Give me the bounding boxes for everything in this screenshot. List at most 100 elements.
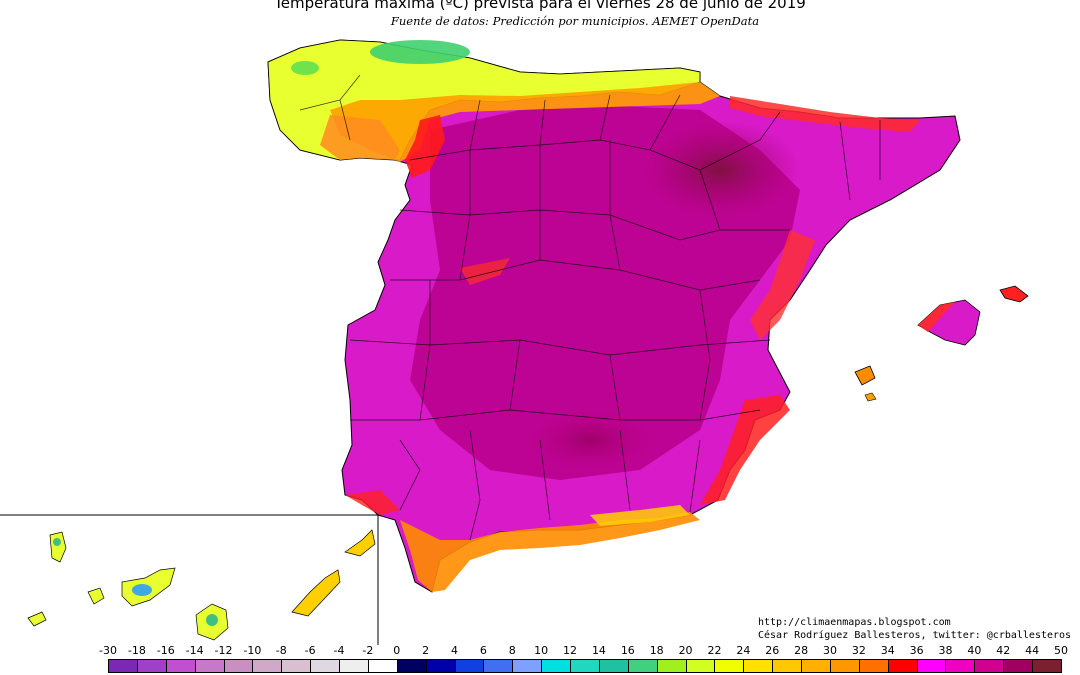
map-subtitle: Fuente de datos: Predicción por municipi… [390, 14, 760, 28]
gran-canaria-green [206, 614, 218, 626]
legend-tick-label: -6 [304, 644, 316, 657]
legend-swatch [714, 659, 745, 673]
legend-tick-label: 24 [736, 644, 751, 657]
legend-swatch [108, 659, 138, 673]
legend-swatch [945, 659, 976, 673]
lanzarote [344, 529, 376, 557]
legend-tick-label: 2 [422, 644, 430, 657]
legend-swatch [570, 659, 600, 673]
legend-swatch [887, 659, 918, 673]
legend-tick-label: 0 [393, 644, 401, 657]
legend-tick-label: 30 [822, 644, 837, 657]
canary-inset-frame [0, 514, 379, 645]
north-orange-band [330, 82, 720, 162]
legend-swatch [483, 659, 514, 673]
temperature-map [0, 39, 1029, 645]
menorca [999, 285, 1029, 303]
asturias-green [370, 40, 470, 64]
legend-swatch [1032, 659, 1062, 673]
legend-swatch [136, 659, 167, 673]
legend-tick-label: -16 [156, 644, 175, 657]
legend-tick-label: 44 [1025, 644, 1040, 657]
legend-tick-label: -18 [127, 644, 146, 657]
legend-tick-label: 4 [451, 644, 459, 657]
legend-swatch [281, 659, 312, 673]
legend-swatch [974, 659, 1005, 673]
legend-swatch [743, 659, 774, 673]
la-gomera [87, 587, 105, 605]
legend-tick-label: 38 [938, 644, 953, 657]
legend-swatch [858, 659, 889, 673]
legend-tick-label: -10 [243, 644, 262, 657]
central-red-streak [460, 258, 510, 285]
legend-tick-label: -8 [275, 644, 287, 657]
galicia-orange [320, 115, 400, 160]
temperature-legend: -30 -18 -16 -14 -12 -10 -8 -6 -4 -2 0 2 4 6 8 10 12 14 16 1… [0, 644, 1080, 675]
legend-swatch [916, 659, 947, 673]
legend-tick-label: 12 [563, 644, 578, 657]
legend-tick-label: -12 [214, 644, 233, 657]
credits-url: http://climaenmapas.blogspot.com [758, 617, 951, 628]
galicia-green [291, 61, 319, 75]
legend-tick-label: 6 [479, 644, 487, 657]
credits-block: http://climaenmapas.blogspot.com César R… [758, 616, 1071, 642]
legend-swatch [1003, 659, 1034, 673]
legend-tick-label: 34 [880, 644, 895, 657]
legend-tick-label: 28 [794, 644, 809, 657]
legend-tick-label: -4 [333, 644, 345, 657]
legend-tick-label: 14 [591, 644, 606, 657]
legend-swatch [310, 659, 341, 673]
mallorca-red-rim [918, 302, 955, 332]
legend-swatch [656, 659, 687, 673]
hot-ebro [640, 120, 800, 220]
legend-swatch [165, 659, 196, 673]
legend-swatch [425, 659, 456, 673]
legend-tick-label: 36 [909, 644, 924, 657]
map-title: Temperatura máxima (ºC) prevista para el… [274, 0, 806, 12]
legend-tick-label: 40 [967, 644, 982, 657]
south-coast-orange [400, 512, 700, 592]
la-palma [49, 531, 67, 563]
legend-tick-label: 20 [678, 644, 693, 657]
legend-swatch [339, 659, 369, 673]
legend-tick-label: 8 [508, 644, 516, 657]
south-coast-yellow [590, 505, 690, 526]
legend-swatch [194, 659, 225, 673]
legend-tick-label: 42 [996, 644, 1011, 657]
legend-swatch [685, 659, 716, 673]
tenerife-teide [132, 584, 152, 596]
credits-author: César Rodríguez Ballesteros, twitter: @c… [758, 630, 1072, 641]
legend-tick-label: -2 [362, 644, 374, 657]
legend-tick-label: 16 [620, 644, 635, 657]
legend-swatch [396, 659, 427, 673]
legend-swatch [829, 659, 860, 673]
red-fringe-southeast [700, 395, 790, 505]
red-fringe-east [750, 230, 815, 340]
hot-guadalquivir [520, 405, 660, 475]
la-palma-green [53, 538, 61, 546]
legend-swatch [627, 659, 658, 673]
legend-tick-label: 10 [534, 644, 549, 657]
province-borders [299, 74, 881, 541]
fuerteventura [291, 569, 341, 617]
legend-swatch [801, 659, 831, 673]
legend-tick-label: 50 [1054, 644, 1068, 657]
legend-tick-label: -14 [185, 644, 204, 657]
red-fringe-pyrenees [730, 96, 920, 132]
legend-swatch [223, 659, 254, 673]
red-fringe-west [345, 490, 400, 515]
legend-tick-label: 18 [649, 644, 664, 657]
legend-swatch [252, 659, 283, 673]
legend-swatch [367, 659, 398, 673]
legend-swatch [598, 659, 629, 673]
legend-tick-label: 22 [707, 644, 722, 657]
formentera [864, 392, 877, 402]
legend-tick-label: 26 [765, 644, 780, 657]
legend-swatch [454, 659, 485, 673]
red-fringe-north [405, 115, 445, 178]
el-hierro [27, 611, 47, 627]
legend-tick-label: 32 [851, 644, 866, 657]
ibiza [854, 365, 876, 386]
legend-tick-label: -30 [99, 644, 117, 657]
legend-swatch [541, 659, 572, 673]
